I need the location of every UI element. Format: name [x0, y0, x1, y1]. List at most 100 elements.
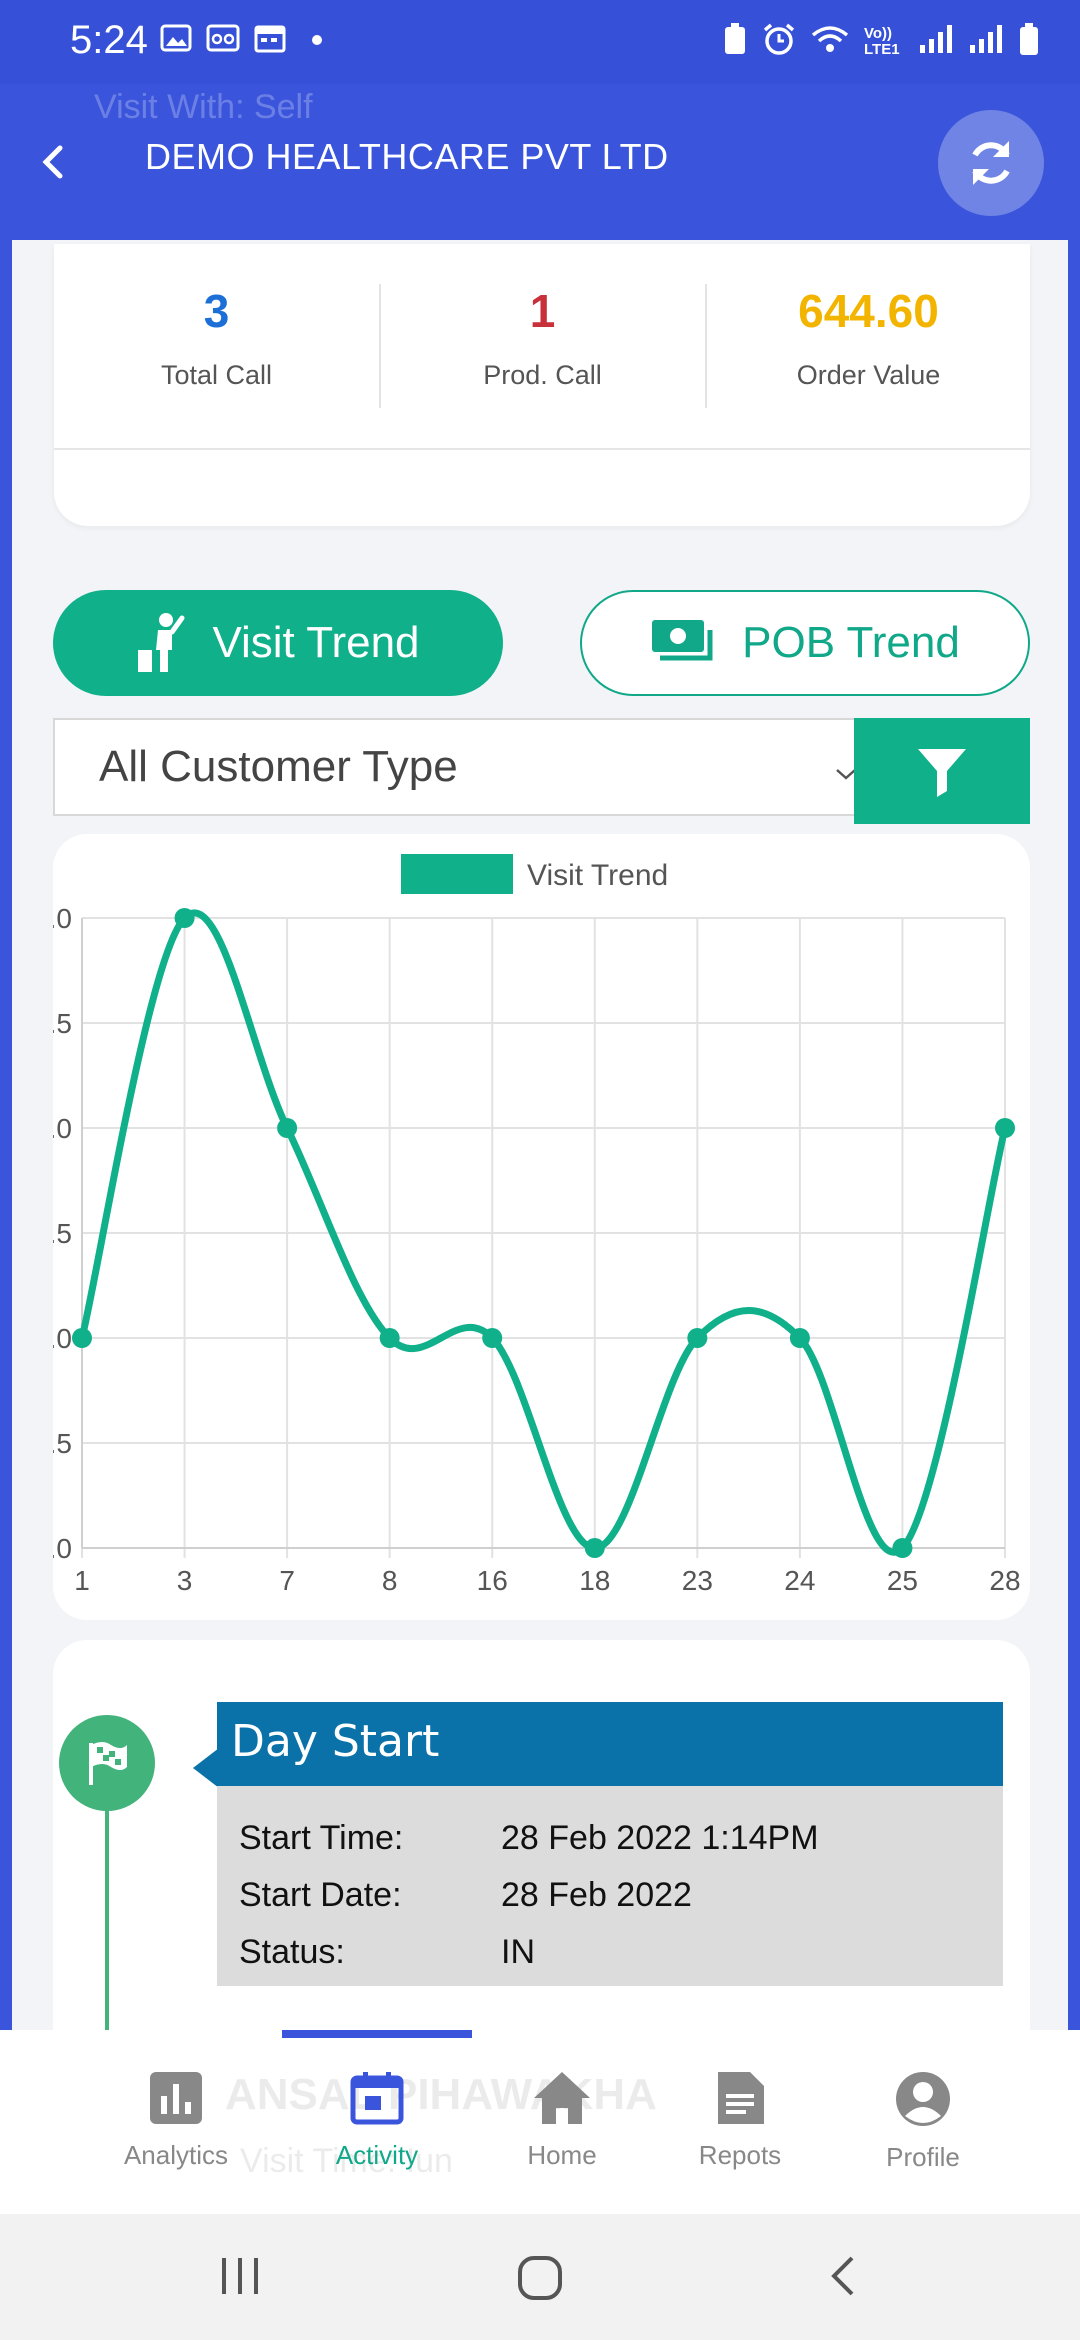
- status-time: 5:24: [70, 18, 148, 62]
- app-header: Visit With: Self DEMO HEALTHCARE PVT LTD: [0, 84, 1080, 240]
- header-ghost-text: Visit With: Self: [94, 88, 313, 126]
- nav-reports[interactable]: Repots: [650, 2070, 830, 2171]
- nav-label: Analytics: [123, 2140, 229, 2170]
- stat-value: 1: [529, 285, 556, 337]
- nav-home[interactable]: Home: [472, 2070, 652, 2171]
- y-tick-label: 4.0: [53, 903, 72, 934]
- back-arrow-icon[interactable]: [34, 142, 74, 182]
- person-icon: [138, 613, 185, 672]
- chart-svg: 1.0 1.5 2.0 2.5 3.0 3.5 4.0 1 3 7 8 16 18 23 24 25 28 Vis…: [53, 854, 1021, 1596]
- pob-trend-label: POB Trend: [742, 618, 960, 667]
- legend-swatch: [401, 854, 513, 894]
- detail-row: Start Date: 28 Feb 2022: [239, 1867, 981, 1924]
- activity-timeline: Day Start Start Time: 28 Feb 2022 1:14PM…: [53, 1640, 1030, 2070]
- y-tick-label: 3.0: [53, 1113, 72, 1144]
- data-point: [687, 1328, 708, 1348]
- timeline-pointer: [193, 1748, 219, 1788]
- page-title: DEMO HEALTHCARE PVT LTD: [145, 136, 669, 177]
- active-tab-indicator: [282, 2030, 472, 2038]
- chevron-down-icon: [831, 750, 861, 800]
- data-point: [584, 1538, 605, 1558]
- refresh-button[interactable]: [938, 110, 1044, 216]
- customer-type-select[interactable]: All Customer Type: [53, 718, 873, 816]
- voicemail-icon: [206, 22, 240, 59]
- series-line-visit-trend: [78, 909, 1009, 1556]
- gallery-icon: [160, 22, 192, 59]
- alarm-icon: [762, 22, 796, 61]
- x-tick-label: 16: [477, 1565, 508, 1596]
- calendar-icon: [254, 22, 286, 59]
- x-tick-label: 24: [784, 1565, 815, 1596]
- visit-trend-chart: 1.0 1.5 2.0 2.5 3.0 3.5 4.0 1 3 7 8 16 18 23 24 25 28 Vis…: [53, 834, 1030, 1620]
- y-tick-label: 2.5: [53, 1218, 72, 1249]
- main-content: 3 Total Call 1 Prod. Call 644.60 Order V…: [12, 240, 1068, 2070]
- nav-label: Home: [527, 2140, 597, 2170]
- detail-row: Status: IN: [239, 1924, 981, 1981]
- x-tick-label: 28: [989, 1565, 1020, 1596]
- stats-card: 3 Total Call 1 Prod. Call 644.60 Order V…: [54, 244, 1030, 526]
- bottom-ghost-text-2: Visit Time: Iun: [240, 2142, 453, 2180]
- battery-saver-icon: [722, 22, 748, 61]
- home-circle-icon[interactable]: [516, 2254, 564, 2307]
- divider: [54, 448, 1030, 450]
- detail-value: 28 Feb 2022 1:14PM: [501, 1819, 819, 1857]
- data-point: [174, 908, 195, 928]
- back-icon[interactable]: [822, 2254, 866, 2303]
- nav-profile[interactable]: Profile: [833, 2070, 1013, 2173]
- money-icon: [652, 620, 713, 661]
- nav-activity[interactable]: Activity: [287, 2070, 467, 2171]
- nav-label: Profile: [886, 2142, 960, 2172]
- signal-icon-2: [968, 23, 1004, 60]
- document-icon: [718, 2072, 764, 2124]
- stat-label: Order Value: [796, 360, 941, 390]
- stat-total-call: 3 Total Call: [54, 284, 379, 391]
- lte-label: Vo)) LTE1: [864, 24, 900, 58]
- x-tick-label: 1: [74, 1565, 90, 1596]
- x-tick-label: 8: [382, 1565, 398, 1596]
- signal-icon: [918, 23, 954, 60]
- timeline-node: [59, 1715, 155, 1811]
- nav-analytics[interactable]: Analytics: [86, 2070, 266, 2171]
- stat-label: Total Call: [160, 360, 273, 390]
- divider: [705, 284, 707, 408]
- detail-row: Start Time: 28 Feb 2022 1:14PM: [239, 1810, 981, 1867]
- x-tick-label: 3: [177, 1565, 193, 1596]
- pob-trend-button[interactable]: POB Trend: [580, 590, 1030, 696]
- timeline-details: Start Time: 28 Feb 2022 1:14PM Start Dat…: [217, 1786, 1003, 1986]
- calendar-icon: [350, 2072, 404, 2125]
- stat-value: 644.60: [798, 285, 939, 337]
- data-point: [379, 1328, 400, 1348]
- data-point: [72, 1328, 92, 1348]
- divider: [379, 284, 381, 408]
- y-tick-label: 3.5: [53, 1008, 72, 1039]
- x-tick-label: 18: [579, 1565, 610, 1596]
- system-nav-bar: [0, 2214, 1080, 2340]
- status-bar: 5:24 Vo)) LTE1: [0, 0, 1080, 84]
- stat-value: 3: [203, 285, 230, 337]
- data-point: [277, 1118, 298, 1138]
- recent-apps-icon[interactable]: [218, 2254, 262, 2303]
- nav-label: Activity: [335, 2140, 419, 2170]
- data-point: [482, 1328, 503, 1348]
- timeline-line: [105, 1810, 109, 2070]
- visit-trend-button[interactable]: Visit Trend: [53, 590, 503, 696]
- x-tick-label: 25: [887, 1565, 918, 1596]
- profile-icon: [896, 2072, 950, 2126]
- battery-icon: [1018, 22, 1040, 61]
- detail-key: Status:: [239, 1933, 345, 1971]
- bottom-nav: ANSAL PIHAWAKHA Visit Time: Iun Analytic…: [0, 2030, 1080, 2214]
- visit-trend-label: Visit Trend: [212, 618, 420, 667]
- stat-label: Prod. Call: [483, 360, 602, 390]
- detail-value: 28 Feb 2022: [501, 1876, 692, 1914]
- bar-chart-icon: [150, 2072, 202, 2124]
- y-tick-label: 1.0: [53, 1533, 72, 1564]
- flag-icon: [89, 1742, 127, 1785]
- timeline-title: Day Start: [217, 1702, 1003, 1786]
- legend-label: Visit Trend: [527, 859, 668, 892]
- detail-key: Start Time:: [239, 1819, 404, 1857]
- nav-label: Repots: [698, 2140, 782, 2170]
- filter-button[interactable]: [854, 718, 1030, 824]
- wifi-icon: [810, 23, 850, 60]
- stat-order-value: 644.60 Order Value: [706, 284, 1031, 391]
- customer-type-value: All Customer Type: [99, 742, 458, 791]
